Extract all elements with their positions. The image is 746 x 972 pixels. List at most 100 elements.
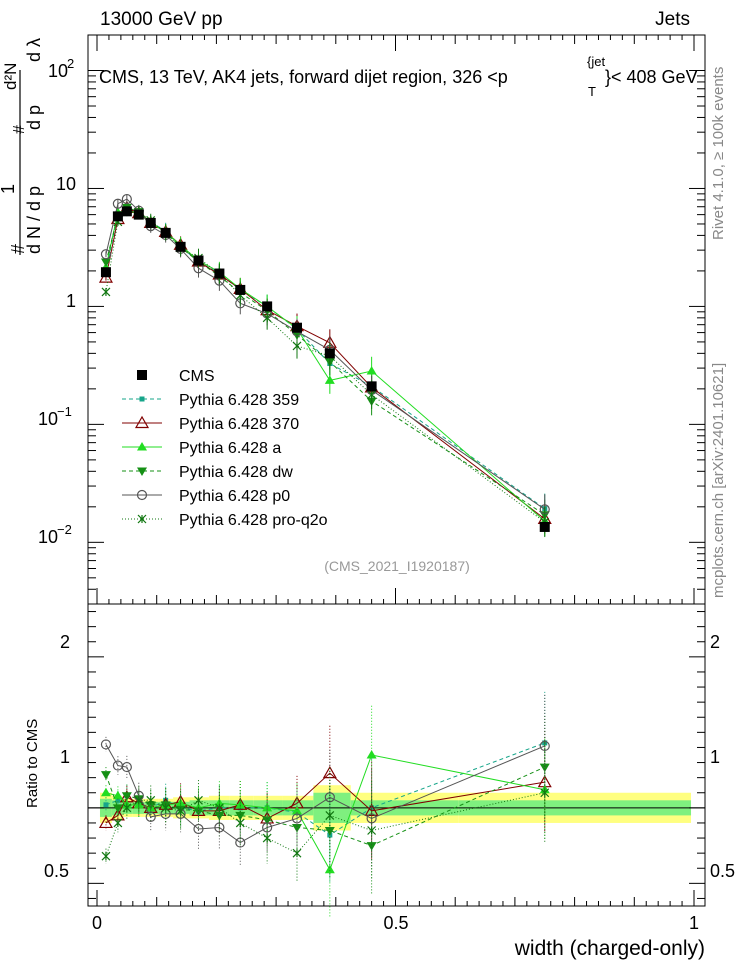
ratio-point-pq2o xyxy=(262,833,272,843)
ratio-plot-frame xyxy=(87,603,706,907)
axis-ticks xyxy=(88,34,705,906)
legend-marker-cms xyxy=(137,370,147,380)
legend-marker-pq2o xyxy=(137,514,147,524)
title-text: CMS, 13 TeV, AK4 jets, forward dijet reg… xyxy=(99,67,508,87)
legend-label-370: Pythia 6.428 370 xyxy=(179,416,299,433)
xtick-label-0: 0 xyxy=(92,913,102,933)
legend-label-359: Pythia 6.428 359 xyxy=(179,392,299,409)
legend-label-dw: Pythia 6.428 dw xyxy=(179,464,293,481)
rivet-label: Rivet 4.1.0, ≥ 100k events xyxy=(710,67,727,240)
ratio-tick-label-1-right: 1 xyxy=(710,747,720,767)
ytick-label-0.01: 10 xyxy=(38,527,58,547)
ratio-point-p359 xyxy=(369,805,375,811)
ratio-point-pq2o xyxy=(540,788,550,798)
ratio-point-p359 xyxy=(103,802,109,808)
legend: CMS Pythia 6.428 359 Pythia 6.428 370 Py… xyxy=(122,368,328,529)
ratio-point-pdw xyxy=(235,811,246,821)
ratio-point-pa xyxy=(175,798,186,807)
ratio-point-pa xyxy=(112,790,123,800)
legend-marker-p359 xyxy=(139,396,145,402)
ratio-tick-label-2-left: 2 xyxy=(60,632,70,652)
ratio-point-pdw xyxy=(291,823,302,833)
point-pa xyxy=(324,375,335,384)
x-tick-labels: 0 0.5 1 xyxy=(92,913,699,933)
x-axis-label: width (charged-only) xyxy=(514,937,705,960)
ratio-point-pq2o xyxy=(161,803,171,813)
legend-marker-pdw xyxy=(137,467,147,476)
ratio-point-pq2o xyxy=(146,795,156,805)
ratio-point-pp0 xyxy=(193,823,204,835)
ratio-tick-label-2-right: 2 xyxy=(710,632,720,652)
title-end: }< 408 GeV xyxy=(605,67,698,87)
point-pq2o xyxy=(292,341,302,351)
point-pa xyxy=(366,365,377,375)
cms-point xyxy=(112,211,123,222)
cms-point xyxy=(366,381,377,392)
ratio-tick-labels: 2 1 0.5 2 1 0.5 xyxy=(44,632,735,881)
ylabel-hash: # xyxy=(8,244,28,254)
chart-title: CMS, 13 TeV, AK4 jets, forward dijet reg… xyxy=(99,54,698,99)
ylabel-d2n: d²N xyxy=(1,63,20,90)
ratio-line-pp0 xyxy=(105,744,545,844)
legend-label-cms: CMS xyxy=(179,368,215,385)
point-pq2o xyxy=(262,313,272,323)
ratio-y-label: Ratio to CMS xyxy=(24,719,41,808)
ratio-point-pa xyxy=(366,750,377,759)
series-line-pq2o xyxy=(105,210,546,523)
ylabel-one: 1 xyxy=(0,184,18,194)
ratio-tick-label-1-left: 1 xyxy=(60,747,70,767)
ratio-point-pdw xyxy=(366,842,377,851)
ratio-point-pq2o xyxy=(113,818,123,828)
ratio-point-pp0 xyxy=(539,740,550,752)
ratio-tick-label-0.5-left: 0.5 xyxy=(44,861,69,881)
point-pdw xyxy=(100,258,111,268)
ratio-point-pq2o xyxy=(214,803,224,813)
point-pp0 xyxy=(112,198,123,209)
main-series-group xyxy=(98,193,552,538)
point-pq2o xyxy=(367,390,377,400)
ratio-point-pdw xyxy=(121,792,132,801)
point-pp0 xyxy=(121,193,132,205)
cms-point xyxy=(121,206,132,217)
ratio-point-pq2o xyxy=(292,848,302,858)
ratio-point-pq2o xyxy=(134,795,144,805)
ytick-exp-0.01: −2 xyxy=(57,522,72,537)
cms-point xyxy=(262,301,273,312)
ratio-tick-label-0.5-right: 0.5 xyxy=(710,861,735,881)
header-right-label: Jets xyxy=(655,9,690,30)
point-pp0 xyxy=(100,249,112,260)
cms-point xyxy=(539,521,550,532)
analysis-watermark: (CMS_2021_I1920187) xyxy=(324,558,470,574)
legend-marker-p370 xyxy=(134,415,150,429)
ratio-line-pdw xyxy=(105,766,545,847)
cms-point xyxy=(133,209,144,220)
ylabel-dn-dpt: d N / d p xyxy=(24,186,44,254)
ratio-point-pp0 xyxy=(262,822,273,833)
ratio-point-p370 xyxy=(233,797,248,810)
ratio-point-pdw xyxy=(193,807,204,816)
ytick-label-1: 1 xyxy=(66,291,76,311)
xtick-label-1: 1 xyxy=(689,913,699,933)
point-pq2o xyxy=(101,287,111,297)
legend-label-pro-q2o: Pythia 6.428 pro-q2o xyxy=(179,512,328,529)
xtick-label-0.5: 0.5 xyxy=(383,913,408,933)
series-line-p370 xyxy=(105,207,546,520)
legend-label-p0: Pythia 6.428 p0 xyxy=(179,488,290,505)
ratio-point-pdw xyxy=(100,771,111,780)
ylabel-hash2: # xyxy=(11,125,28,134)
ratio-point-pp0 xyxy=(291,813,303,824)
ylabel-dpt: d p xyxy=(24,105,44,130)
ratio-point-pdw xyxy=(112,804,123,813)
ratio-point-pa xyxy=(291,805,302,815)
ratio-point-p370 xyxy=(98,815,113,829)
cms-point xyxy=(214,268,225,279)
legend-label-a: Pythia 6.428 a xyxy=(179,440,281,457)
title-superscript: {jet xyxy=(587,54,605,69)
y-tick-labels: 10 2 10 1 10 −1 10 −2 xyxy=(38,56,76,547)
ratio-point-pp0 xyxy=(235,837,246,848)
ytick-exp-100: 2 xyxy=(67,56,74,71)
legend-marker-pp0 xyxy=(136,489,148,501)
cms-point xyxy=(175,241,186,252)
cms-point xyxy=(291,322,302,333)
